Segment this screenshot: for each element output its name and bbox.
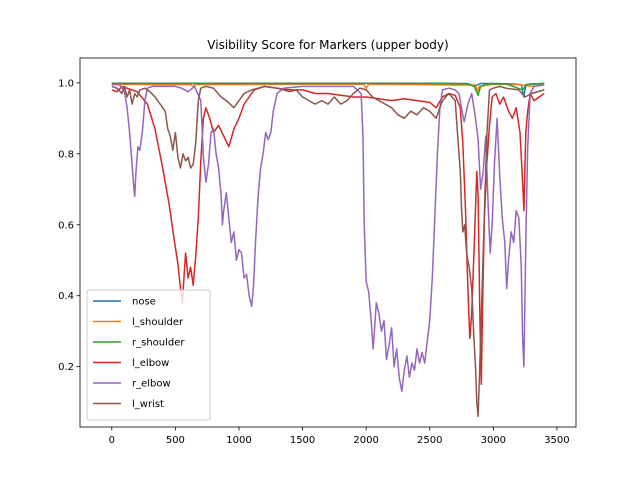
series-line-r-elbow [111, 83, 545, 393]
series-line-l-wrist [111, 85, 545, 418]
x-tick-label: 2500 [417, 435, 442, 446]
y-tick-label: 0.6 [58, 220, 74, 231]
legend-box [86, 289, 211, 421]
series-line-r-shoulder [111, 82, 545, 97]
chart-title: Visibility Score for Markers (upper body… [207, 38, 448, 52]
legend-label-nose: nose [132, 297, 156, 308]
x-tick-label: 1500 [290, 435, 315, 446]
y-axis: 0.2 0.4 0.6 0.8 1.0 [58, 78, 80, 373]
y-tick-label: 0.8 [58, 149, 74, 160]
legend: nose l_shoulder r_shoulder l_elbow r_elbow l_… [86, 289, 211, 421]
y-tick-label: 1.0 [58, 78, 74, 89]
legend-label-l-wrist: l_wrist [132, 399, 164, 410]
series-group [111, 82, 545, 418]
x-tick-label: 3000 [481, 435, 506, 446]
legend-label-l-elbow: l_elbow [132, 358, 169, 369]
legend-label-r-elbow: r_elbow [132, 379, 171, 390]
legend-label-l-shoulder: l_shoulder [132, 317, 184, 328]
x-axis: 0 500 1000 1500 2000 2500 3000 3500 [109, 427, 570, 446]
x-tick-label: 500 [166, 435, 185, 446]
axes-frame [79, 57, 577, 428]
x-tick-label: 0 [109, 435, 115, 446]
y-tick-label: 0.2 [58, 362, 74, 373]
x-tick-label: 1000 [226, 435, 251, 446]
series-line-l-elbow [111, 85, 545, 386]
x-tick-label: 2000 [353, 435, 378, 446]
y-tick-label: 0.4 [58, 291, 74, 302]
x-tick-label: 3500 [544, 435, 569, 446]
legend-label-r-shoulder: r_shoulder [132, 338, 185, 349]
